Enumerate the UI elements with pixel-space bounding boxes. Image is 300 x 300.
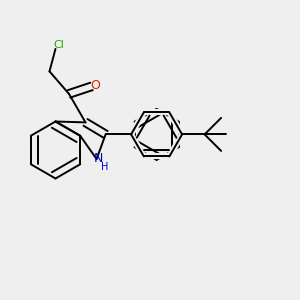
Text: Cl: Cl [54, 40, 64, 50]
Text: H: H [101, 162, 109, 172]
Text: N: N [93, 152, 103, 165]
Text: O: O [91, 79, 100, 92]
